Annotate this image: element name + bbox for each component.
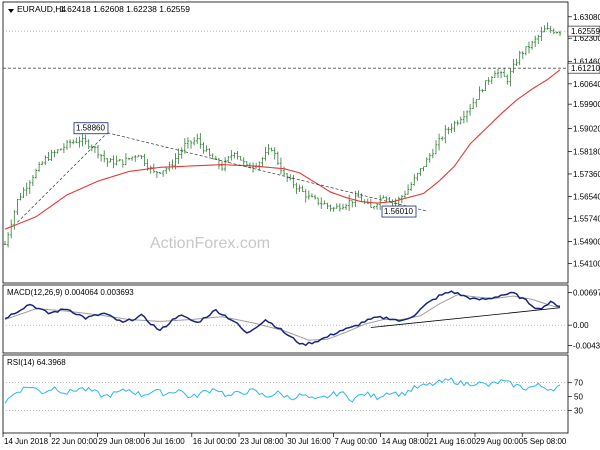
- macd-tick-label: 0.006976: [573, 288, 600, 297]
- time-tick-label: 16 Jul 00:00: [193, 437, 237, 446]
- time-tick-label: 29 Jun 08:00: [98, 437, 145, 446]
- macd-series: [3, 290, 568, 347]
- rsi-tick-label: 70: [574, 379, 583, 388]
- price-tick-label: 1.55740: [573, 214, 600, 223]
- price-tick-label: 1.59020: [573, 124, 600, 133]
- macd-tick-label: 0.00: [573, 321, 589, 330]
- current-price-box: [567, 25, 600, 37]
- time-tick-label: 14 Jun 2018: [4, 437, 49, 446]
- price-tick-label: 1.61460: [573, 57, 600, 66]
- current-price-label: 1.62559: [571, 27, 600, 36]
- price-axis: 1.63080 1.62300 1.61460 1.60640 1.59900 1.590…: [568, 13, 600, 269]
- chart-symbol: EURAUD,H4: [17, 4, 66, 14]
- time-tick-label: 22 Jun 00:00: [51, 437, 98, 446]
- price-annotations: 1.58860 1.56010: [73, 122, 417, 218]
- annotation-box: [73, 122, 109, 135]
- price-candles: [3, 22, 562, 248]
- chart-ohlc: 1.62418 1.62608 1.62238 1.62559: [60, 4, 190, 14]
- macd-title: MACD(12,26,9) 0.004064 0.003693: [7, 288, 134, 297]
- rsi-tick-label: 50: [574, 393, 583, 402]
- price-tick-label: 1.54900: [573, 238, 600, 247]
- price-tick-label: 1.63080: [573, 13, 600, 22]
- time-tick-label: 21 Aug 16:00: [429, 437, 477, 446]
- price-tick-label: 1.56540: [573, 192, 600, 201]
- moving-average: [4, 69, 561, 230]
- time-axis: 14 Jun 2018 22 Jun 00:00 29 Jun 08:00 6 Jul…: [2, 433, 567, 446]
- price-tick-label: 1.57360: [573, 170, 600, 179]
- rsi-tick-label: 30: [574, 406, 583, 415]
- price-panel: [2, 1, 569, 284]
- level-box: [567, 62, 600, 74]
- dropdown-arrow-icon[interactable]: [8, 9, 14, 13]
- rsi-line: [4, 377, 561, 404]
- rsi-title: RSI(14) 64.3968: [7, 358, 66, 367]
- price-tick-label: 1.60640: [573, 80, 600, 89]
- rsi-axis: 70 50 30: [568, 379, 583, 415]
- macd-line: [4, 290, 561, 347]
- watermark: ActionForex.com: [150, 235, 270, 252]
- time-tick-label: 29 Aug 00:00: [476, 437, 524, 446]
- macd-axis: 0.006976 0.00 -0.00431: [568, 288, 600, 350]
- time-tick-label: 30 Jul 16:00: [287, 437, 331, 446]
- trendline-up: [17, 132, 108, 223]
- time-tick-label: 7 Aug 00:00: [334, 437, 377, 446]
- level-label: 1.61210: [571, 64, 600, 73]
- ma-line: [4, 69, 561, 230]
- macd-trendline: [370, 307, 561, 328]
- price-reference-lines: 1.62559 1.61210: [3, 25, 600, 223]
- annotation-label: 1.56010: [384, 207, 413, 216]
- price-tick-label: 1.59900: [573, 100, 600, 109]
- rsi-series: [3, 377, 568, 411]
- time-tick-label: 6 Jul 16:00: [146, 437, 186, 446]
- macd-tick-label: -0.00431: [573, 341, 600, 350]
- rsi-panel: [2, 354, 569, 434]
- time-tick-label: 14 Aug 08:00: [382, 437, 430, 446]
- annotation-box: [381, 205, 417, 218]
- time-tick-label: 23 Jul 08:00: [240, 437, 284, 446]
- annotation-label: 1.58860: [76, 124, 105, 133]
- price-tick-label: 1.54100: [573, 260, 600, 269]
- time-tick-label: 5 Sep 08:00: [523, 437, 567, 446]
- price-tick-label: 1.62300: [573, 34, 600, 43]
- price-tick-label: 1.58180: [573, 147, 600, 156]
